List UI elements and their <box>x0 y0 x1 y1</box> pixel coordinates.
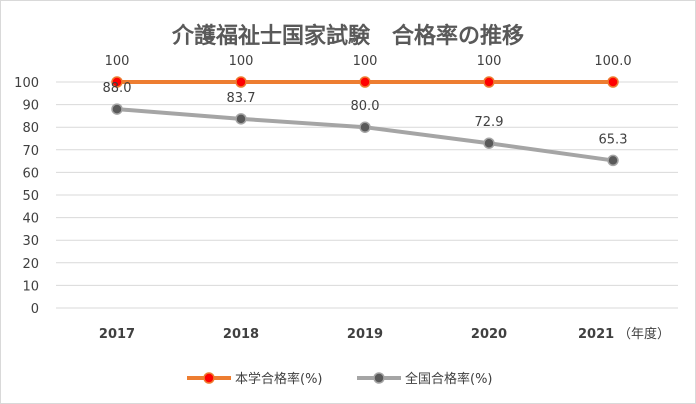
marker-national <box>359 121 371 133</box>
legend-school-label: 本学合格率(%) <box>235 371 323 387</box>
x-unit-note: （年度） <box>618 326 670 342</box>
y-tick-label: 10 <box>22 279 39 294</box>
y-tick-label: 30 <box>22 234 39 249</box>
marker-national <box>483 137 495 149</box>
y-tick-label: 40 <box>22 212 39 227</box>
legend-national-label: 全国合格率(%) <box>405 371 493 387</box>
data-label-school: 100 <box>353 54 378 69</box>
marker-school <box>359 76 371 88</box>
series-layer <box>111 76 619 167</box>
data-label-national: 83.7 <box>227 91 256 106</box>
marker-school <box>483 76 495 88</box>
y-tick-label: 90 <box>22 99 39 114</box>
x-tick-label: 2021 <box>578 327 614 342</box>
x-tick-label: 2020 <box>471 327 507 342</box>
x-tick-label: 2017 <box>99 327 135 342</box>
series-line-national <box>116 107 614 163</box>
data-label-school: 100 <box>477 54 502 69</box>
data-label-school: 100 <box>105 54 130 69</box>
y-tick-label: 60 <box>22 166 39 181</box>
legend: 本学合格率(%) 全国合格率(%) <box>187 371 493 387</box>
marker-school <box>607 76 619 88</box>
marker-national <box>607 154 619 167</box>
y-tick-label: 100 <box>14 76 39 91</box>
x-tick-label: 2018 <box>223 327 259 342</box>
y-tick-label: 80 <box>22 121 39 136</box>
data-label-school: 100.0 <box>594 54 631 69</box>
y-tick-label: 70 <box>22 144 39 159</box>
marker-national <box>235 113 247 125</box>
y-tick-label: 0 <box>31 302 39 317</box>
data-label-national: 80.0 <box>351 99 380 114</box>
data-label-national: 65.3 <box>599 132 628 147</box>
data-label-national: 72.9 <box>475 115 504 130</box>
x-axis-ticks: 2017 2018 2019 2020 2021 （年度） <box>99 326 670 342</box>
y-axis-ticks: 0 10 20 30 40 50 60 70 80 90 100 <box>14 76 39 317</box>
data-label-national: 88.0 <box>103 81 132 96</box>
y-tick-label: 20 <box>22 257 39 272</box>
y-tick-label: 50 <box>22 189 39 204</box>
legend-school-marker <box>203 372 215 384</box>
marker-national <box>111 103 123 115</box>
marker-school <box>111 76 123 88</box>
legend-national-marker <box>373 372 385 384</box>
gridlines <box>56 81 678 309</box>
data-labels: 100 100 100 100 100.0 88.0 83.7 80.0 72.9 65.3 <box>103 54 632 147</box>
marker-school <box>235 76 247 88</box>
x-tick-label: 2019 <box>347 327 383 342</box>
chart-title: 介護福祉士国家試験 合格率の推移 <box>171 23 524 49</box>
data-label-school: 100 <box>229 54 254 69</box>
